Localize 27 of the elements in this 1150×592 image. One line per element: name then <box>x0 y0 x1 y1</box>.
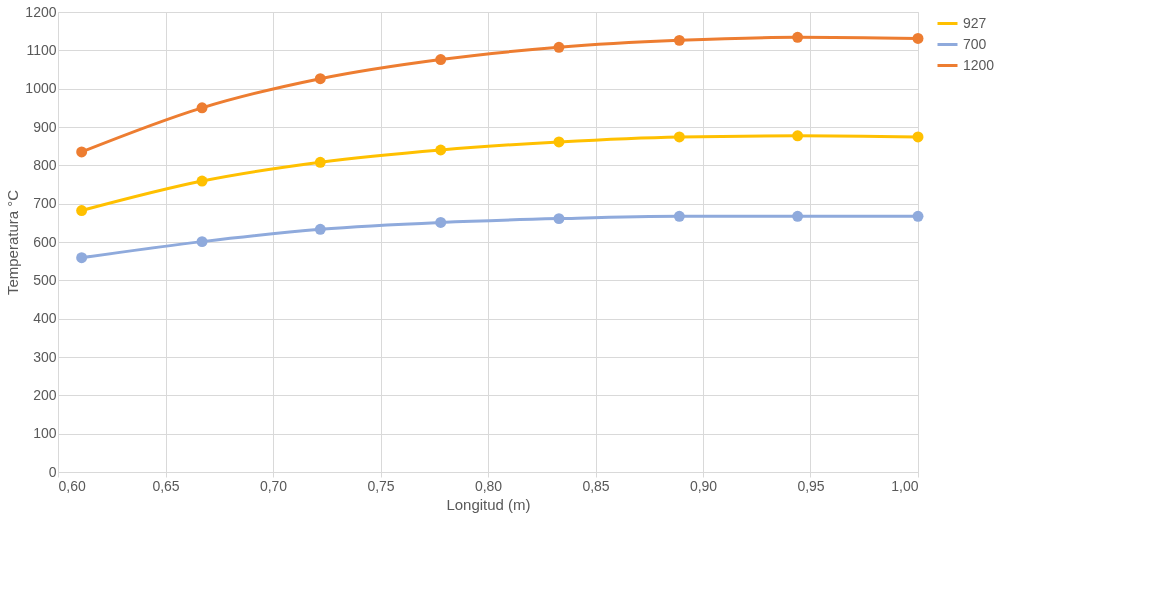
y-tick-label: 700 <box>33 195 57 212</box>
x-tick-label: 0,70 <box>259 477 288 494</box>
y-tick-label: 100 <box>33 425 57 442</box>
y-tick-label: 1100 <box>26 41 57 58</box>
y-tick-label: 1200 <box>25 3 57 20</box>
y-tick-label: 500 <box>33 271 57 288</box>
legend-label: 700 <box>963 35 987 52</box>
x-axis-title: Longitud (m) <box>446 495 531 513</box>
x-tick-label: 0,90 <box>689 477 718 494</box>
x-tick-label: 1,00 <box>891 477 919 494</box>
y-tick-label: 800 <box>33 156 57 173</box>
y-tick-label: 200 <box>33 386 57 403</box>
x-tick-label: 0,60 <box>58 477 86 494</box>
x-tick-label: 0,85 <box>582 477 610 494</box>
x-tick-label: 0,80 <box>474 477 503 494</box>
y-tick-label: 0 <box>48 463 57 480</box>
legend-label: 927 <box>963 14 987 31</box>
y-tick-label: 1000 <box>25 80 57 97</box>
x-tick-label: 0,95 <box>797 477 825 494</box>
x-tick-label: 0,65 <box>152 477 180 494</box>
y-tick-label: 300 <box>33 348 57 365</box>
x-tick-label: 0,75 <box>367 477 395 494</box>
y-axis-title: Temperatura °C <box>4 189 22 296</box>
legend-label: 1200 <box>963 56 995 73</box>
y-tick-label: 600 <box>33 233 57 250</box>
y-tick-label: 900 <box>33 118 57 135</box>
y-tick-label: 400 <box>33 310 57 327</box>
